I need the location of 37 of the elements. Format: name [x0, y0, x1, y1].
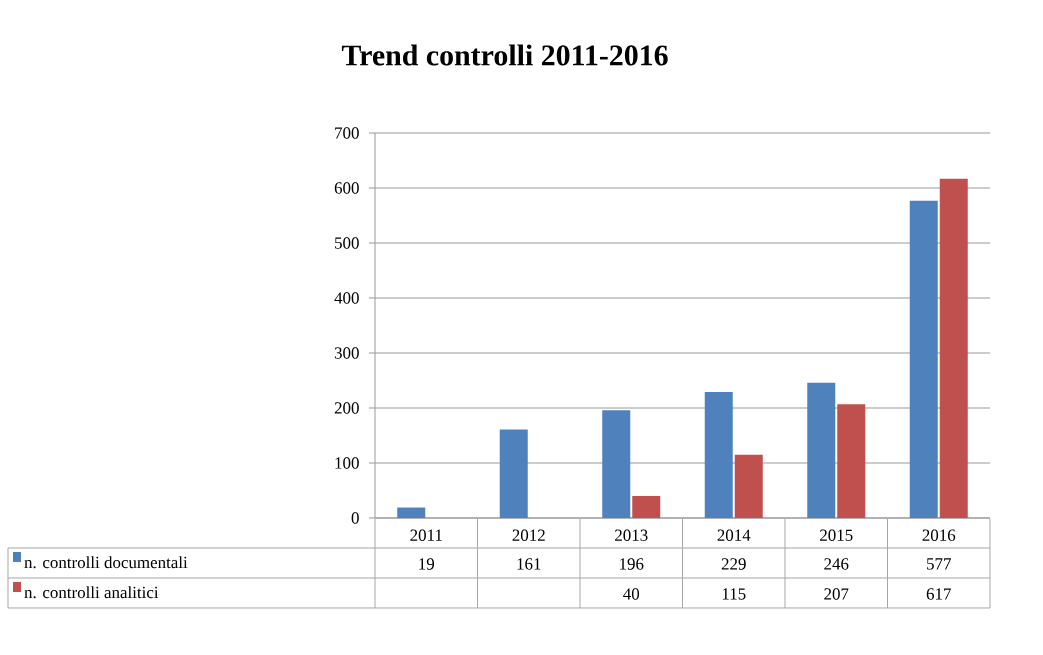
data-label: 115 — [722, 588, 746, 600]
bar — [734, 454, 763, 518]
legend-label: n. controlli documentali — [24, 556, 188, 569]
data-label: 577 — [927, 558, 951, 570]
data-label: 229 — [721, 558, 746, 570]
bar — [704, 392, 733, 518]
data-label: 161 — [517, 558, 541, 570]
data-label: 246 — [824, 558, 849, 570]
bar — [397, 507, 426, 518]
x-tick-label: 2013 — [615, 529, 648, 541]
y-tick-label: 400 — [334, 292, 359, 304]
bar — [632, 495, 661, 518]
y-tick-label: 700 — [335, 127, 359, 139]
data-label: 196 — [620, 558, 644, 570]
x-tick-label: 2015 — [820, 529, 853, 541]
y-tick-label: 200 — [334, 402, 359, 414]
bar — [602, 410, 631, 518]
chart-title: Trend controlli 2011-2016 — [341, 44, 668, 66]
y-tick-label: 300 — [334, 347, 359, 359]
data-label: 40 — [623, 588, 640, 600]
x-tick-label: 2012 — [512, 529, 545, 541]
x-tick-label: 2011 — [410, 529, 442, 541]
bar — [807, 382, 836, 518]
legend-label: n. controlli analitici — [24, 586, 159, 599]
bar — [499, 429, 528, 518]
y-tick-label: 0 — [351, 512, 359, 524]
bar — [837, 404, 866, 518]
data-label: 207 — [824, 588, 849, 600]
y-tick-label: 600 — [334, 182, 359, 194]
y-tick-label: 500 — [335, 237, 359, 249]
x-tick-label: 2014 — [717, 529, 751, 541]
bar — [939, 178, 968, 518]
y-tick-label: 100 — [335, 457, 359, 469]
data-label: 617 — [926, 588, 951, 600]
bar — [909, 200, 938, 518]
x-tick-label: 2016 — [922, 529, 956, 541]
data-label: 19 — [419, 558, 435, 570]
